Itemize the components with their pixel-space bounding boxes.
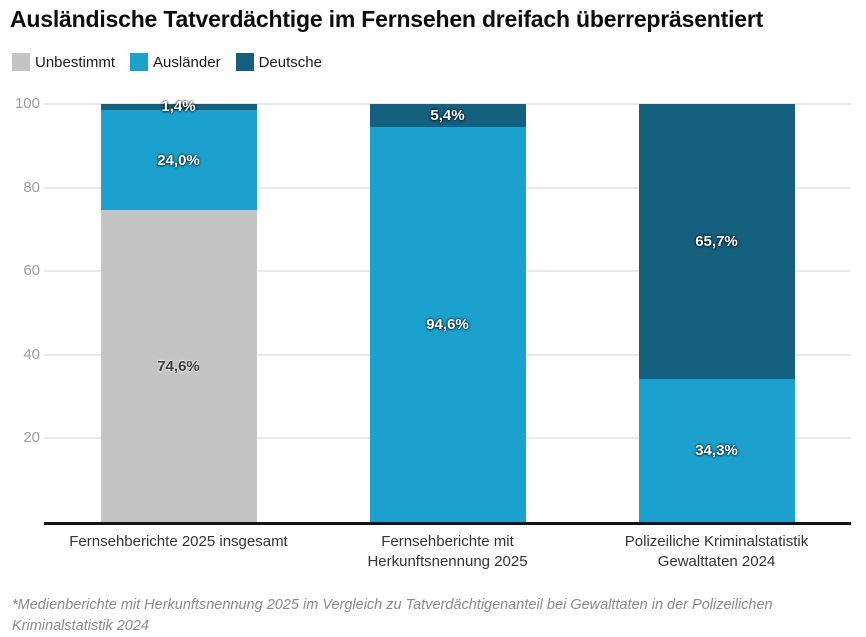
bar-segment-value-label: 1,4% [161, 98, 195, 115]
x-axis-category-label: Fernsehberichte 2025 insgesamt [29, 532, 329, 552]
bar-segment-ausländer: 34,3% [639, 379, 795, 522]
bar-segment-value-label: 34,3% [695, 442, 738, 459]
bar-segment-value-label: 5,4% [430, 107, 464, 124]
y-axis-tick-label: 40 [2, 346, 40, 363]
bar-segment-value-label: 24,0% [157, 152, 200, 169]
bar-segment-unbestimmt: 74,6% [101, 210, 257, 522]
x-axis-line [44, 522, 851, 525]
bar-segment-deutsche: 5,4% [370, 104, 526, 127]
bar-segment-value-label: 65,7% [695, 233, 738, 250]
y-axis-tick-label: 60 [2, 262, 40, 279]
y-axis-tick-label: 20 [2, 429, 40, 446]
chart-footnote: *Medienberichte mit Herkunftsnennung 202… [12, 595, 774, 637]
bar-segment-ausländer: 24,0% [101, 110, 257, 210]
y-axis-tick-label: 100 [2, 95, 40, 112]
bar-segment-ausländer: 94,6% [370, 127, 526, 522]
y-axis-tick-label: 80 [2, 179, 40, 196]
bar-segment-value-label: 74,6% [157, 358, 200, 375]
bar-segment-value-label: 94,6% [426, 316, 469, 333]
bar-segment-deutsche: 65,7% [639, 104, 795, 379]
bar-segment-deutsche: 1,4% [101, 104, 257, 110]
